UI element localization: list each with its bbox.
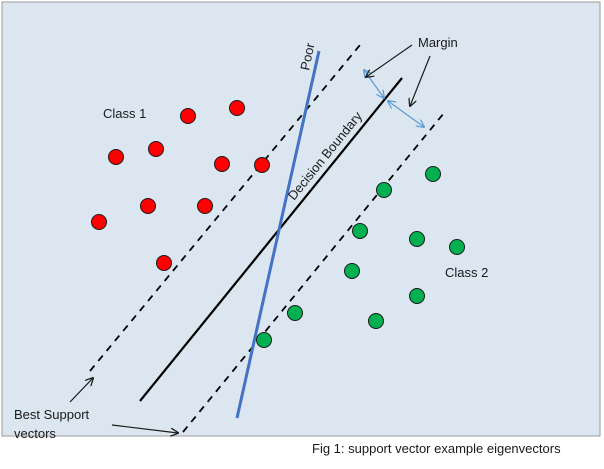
upper-margin-line: [89, 44, 361, 372]
margin-label: Margin: [418, 35, 458, 50]
lower-margin-line: [182, 112, 445, 433]
class1-points: [91, 100, 270, 271]
class2-point: [352, 223, 368, 239]
class1-point: [91, 214, 107, 230]
class1-point: [148, 141, 164, 157]
margin-pointer-2: [410, 55, 431, 106]
class1-point: [229, 100, 245, 116]
class2-label: Class 2: [445, 265, 488, 280]
best-support-label-line1: Best Support: [14, 407, 90, 422]
class1-point: [254, 157, 270, 173]
class2-point: [425, 166, 441, 182]
poor-boundary-line: [235, 50, 321, 419]
class2-point: [409, 231, 425, 247]
margin-arrow-lower: [388, 101, 424, 127]
figure-caption: Fig 1: support vector example eigenvecto…: [312, 441, 561, 456]
class2-point: [449, 239, 465, 255]
class1-point: [214, 156, 230, 172]
class2-point: [376, 182, 392, 198]
class2-point: [368, 313, 384, 329]
class2-points: [256, 166, 465, 348]
best-support-label-line2: vectors: [14, 426, 56, 441]
class2-point: [287, 305, 303, 321]
class1-point: [180, 108, 196, 124]
class1-point: [197, 198, 213, 214]
class1-label: Class 1: [103, 106, 146, 121]
class2-point: [344, 263, 360, 279]
decision-boundary-line: [139, 77, 403, 402]
class2-point: [409, 288, 425, 304]
class1-point: [156, 255, 172, 271]
margin-pointer-1: [366, 44, 413, 77]
class1-point: [108, 149, 124, 165]
support-pointer-2: [111, 424, 178, 433]
class1-point: [140, 198, 156, 214]
support-pointer-1: [69, 378, 93, 403]
class2-point: [256, 332, 272, 348]
poor-label: Poor: [297, 41, 318, 72]
